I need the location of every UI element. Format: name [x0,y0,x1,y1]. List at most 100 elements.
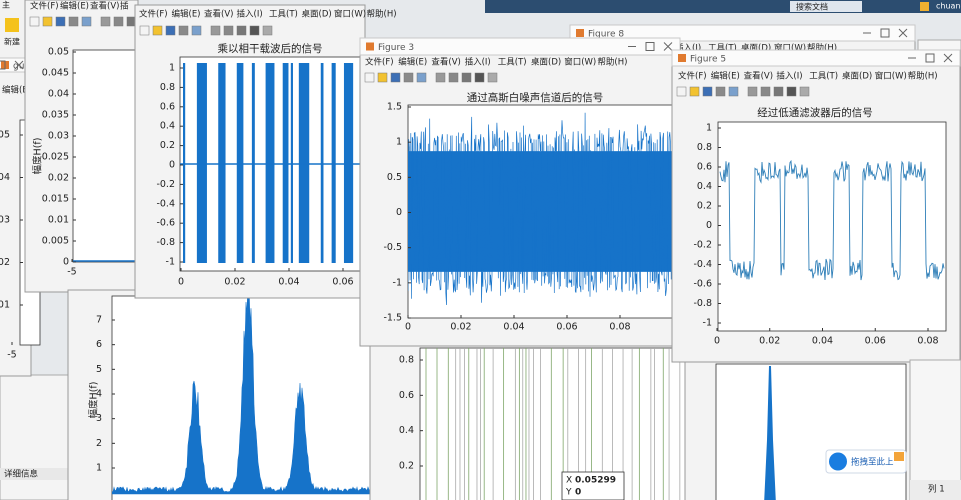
toolbar-button[interactable] [689,86,700,97]
menu-item[interactable]: 编辑(E) [711,71,740,82]
menu-item[interactable]: 插入(I) [675,43,701,54]
toolbar-button[interactable] [435,72,446,83]
toolbar-button[interactable] [474,72,485,83]
close-button[interactable] [14,60,24,70]
menu-item[interactable]: 桌面(D) [302,9,332,20]
menu-item[interactable]: 窗口(W) [875,71,907,82]
menu-item[interactable]: 文件(F) [139,9,168,20]
maximize-button[interactable] [645,42,655,51]
menu-item[interactable]: 工具(T) [809,72,838,82]
y-tick-label: 0.025 [42,152,69,163]
menu-item[interactable]: 查看(V) [744,71,773,82]
toolbar-button[interactable] [773,86,784,97]
toolbar-button[interactable] [178,25,189,36]
waveform-bar [290,63,293,263]
toolbar-button[interactable] [416,72,427,83]
toolbar-button[interactable] [487,72,498,83]
toolbar-button[interactable] [223,25,234,36]
toolbar-button[interactable] [461,72,472,83]
menu-item[interactable]: 窗口(W) [774,43,806,54]
menu-item[interactable]: 帮助(H) [597,57,627,68]
close-button[interactable] [898,28,908,38]
menu-item[interactable]: 工具(T) [269,10,298,20]
y-tick-label: 1 [396,137,402,148]
figure-window: Figure 3 文件(F) 编辑(E) 查看(V) 插入(I) 工具(T) 桌面(D) 窗口… [359,37,681,347]
toolbar-button[interactable] [799,86,810,97]
toolbar-button[interactable] [364,72,375,83]
menu-item[interactable]: 文件(F) [365,57,394,68]
toolbar-button[interactable] [152,25,163,36]
toolbar-button[interactable] [81,16,92,27]
badge-icon[interactable] [829,452,847,471]
badge[interactable] [825,449,907,474]
maximize-button[interactable] [925,53,935,63]
menu-item[interactable]: 工具(T) [498,58,527,68]
toolbar-button[interactable] [747,86,758,97]
new-label[interactable]: 新建 [4,37,20,47]
menu-item[interactable]: 窗口(W) [564,57,596,68]
toolbar-button[interactable] [165,25,176,36]
close-button[interactable] [943,53,953,63]
toolbar-button[interactable] [100,16,111,27]
close-button[interactable] [663,42,673,51]
toolbar-button[interactable] [191,25,202,36]
toolbar-button[interactable] [113,16,124,27]
menu-item[interactable]: 桌面(D) [741,43,771,54]
toolbar-button[interactable] [249,25,260,36]
menu-item[interactable]: 文件(F) [678,71,707,82]
menu-item[interactable]: 插入(I) [776,71,802,82]
menu-item[interactable]: 编辑(E) [398,57,427,68]
toolbar-button[interactable] [403,72,414,83]
new-icon[interactable] [5,18,19,32]
y-tick-label: -0.6 [156,218,175,229]
toolbar-button[interactable] [29,16,40,27]
waveform-bar [298,63,310,263]
menu-item[interactable]: 插 [120,1,129,12]
waveform [719,159,945,281]
toolbar-button[interactable] [42,16,53,27]
x-tick-label: 0.06 [556,322,577,333]
menu-item[interactable]: 查看(V) [90,1,119,12]
menu-item[interactable]: 查看(V) [431,57,460,68]
menu-item[interactable]: 工具(T) [708,44,737,54]
y-tick-label: 3 [96,413,102,424]
y-tick-label: 0.6 [697,162,712,173]
menu-item[interactable]: 帮助(H) [908,71,938,82]
toolbar-button[interactable] [702,86,713,97]
datatip-box[interactable] [561,471,625,500]
toolbar-button[interactable] [448,72,459,83]
toolbar-button[interactable] [728,86,739,97]
menu-item[interactable]: 桌面(D) [531,57,561,68]
toolbar-button[interactable] [55,16,66,27]
y-tick-label: -1 [166,257,175,268]
toolbar-button[interactable] [760,86,771,97]
toolbar-button[interactable] [236,25,247,36]
toolbar-button[interactable] [139,25,150,36]
menu-item[interactable]: 窗口(W) [334,9,366,20]
badge-label[interactable]: 拖拽至此上 [851,457,894,468]
maximize-button[interactable] [880,28,890,38]
search-box[interactable] [790,1,862,12]
waveform-bar [343,63,354,263]
menu-item[interactable]: 编辑(E) [172,9,201,20]
toolbar-button[interactable] [786,86,797,97]
toolbar-button[interactable] [715,86,726,97]
toolbar-button[interactable] [210,25,221,36]
y-tick-label: 0.8 [697,142,712,153]
menu-item[interactable]: 插入(I) [465,57,491,68]
toolbar-button[interactable] [68,16,79,27]
toolbar-button[interactable] [390,72,401,83]
menu-item[interactable]: 插入(I) [237,9,263,20]
maximize-button[interactable] [0,60,6,70]
toolbar-button[interactable] [262,25,273,36]
menu-item[interactable]: 查看(V) [204,9,233,20]
toolbar-button[interactable] [676,86,687,97]
menu-item[interactable]: 帮助(H) [367,9,397,20]
toolbar-button[interactable] [377,72,388,83]
menu-item[interactable]: 文件(F) [30,1,59,12]
menu-item[interactable]: 帮助(H) [807,43,837,54]
window-icon [576,29,584,37]
menu-item[interactable]: 编辑(E) [60,1,89,12]
menu-item[interactable]: 桌面(D) [842,71,872,82]
menu-item[interactable]: 编辑(E) [2,85,31,96]
